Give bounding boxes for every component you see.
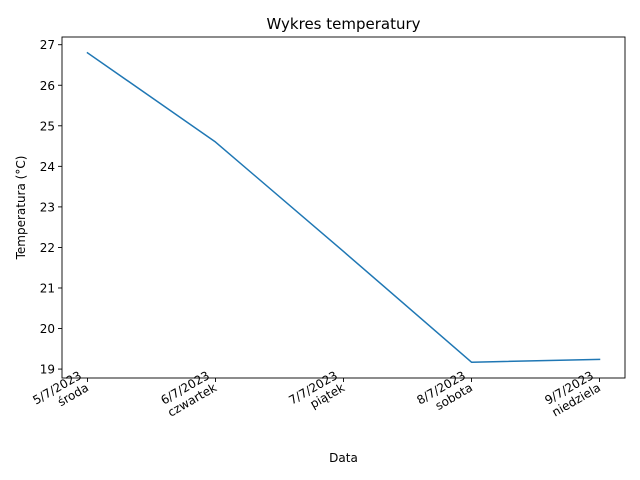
y-tick-label: 25 (40, 119, 55, 133)
x-axis-label: Data (329, 451, 358, 465)
y-tick-label: 21 (40, 281, 55, 295)
y-tick-label: 24 (40, 160, 55, 174)
plot-area-frame (61, 36, 626, 379)
y-tick-label: 19 (40, 363, 55, 377)
y-tick-label: 20 (40, 322, 55, 336)
y-tick-label: 26 (40, 79, 55, 93)
y-tick-label: 27 (40, 38, 55, 52)
series-group (86, 51, 601, 363)
chart-title: Wykres temperatury (266, 15, 420, 33)
y-axis: 19 20 21 22 23 24 25 26 27 (40, 38, 62, 377)
y-tick-label: 23 (40, 200, 55, 214)
series-line (86, 51, 601, 363)
y-axis-label: Temperatura (°C) (14, 156, 28, 261)
y-tick-label: 22 (40, 241, 55, 255)
